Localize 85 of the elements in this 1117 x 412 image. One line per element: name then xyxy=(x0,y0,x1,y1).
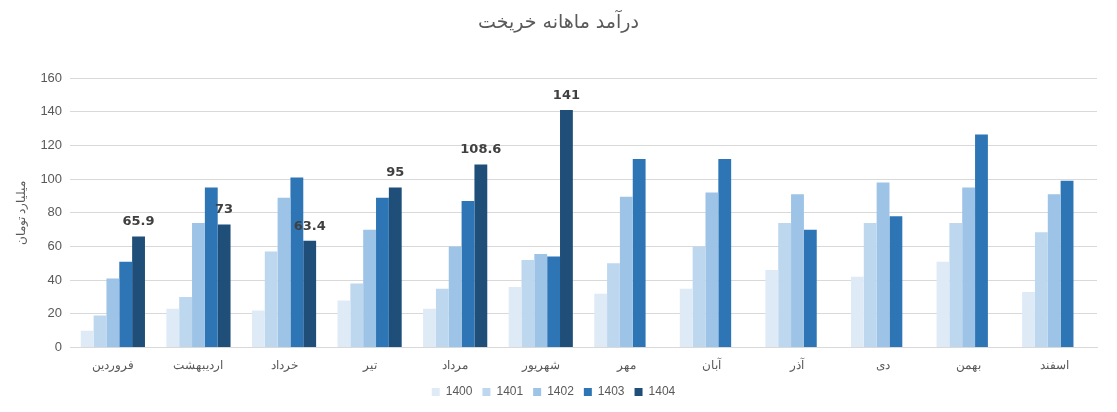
data-label: 108.6 xyxy=(460,141,502,157)
bar xyxy=(1047,194,1061,348)
bar xyxy=(876,182,890,348)
x-tick-label: خرداد xyxy=(270,358,298,373)
bar xyxy=(448,246,462,348)
x-tick-label: اردیبهشت xyxy=(173,358,224,373)
bar xyxy=(388,187,402,348)
chart-title: درآمد ماهانه خریخت xyxy=(477,10,640,35)
bar xyxy=(863,222,877,348)
bar xyxy=(217,224,231,348)
data-label: 65.9 xyxy=(122,213,155,229)
bar xyxy=(560,110,573,348)
bar xyxy=(166,308,180,348)
bar xyxy=(632,158,646,348)
bar xyxy=(692,246,706,348)
bar xyxy=(461,201,475,348)
y-tick-label: 100 xyxy=(40,170,63,186)
bar xyxy=(1022,292,1035,348)
bar xyxy=(718,158,732,348)
data-label: 141 xyxy=(552,86,580,102)
bar xyxy=(363,229,377,348)
bar xyxy=(179,297,193,348)
bar xyxy=(679,288,693,348)
bar xyxy=(534,254,548,348)
bar xyxy=(705,192,719,348)
bar xyxy=(119,261,133,348)
bar xyxy=(850,276,864,348)
bar xyxy=(474,164,488,348)
y-tick-label: 120 xyxy=(40,136,63,152)
bar xyxy=(547,256,561,348)
bar xyxy=(508,286,522,348)
x-tick-label: مرداد xyxy=(442,358,469,373)
bar xyxy=(435,288,449,348)
bar xyxy=(376,197,389,348)
x-tick-label: اسفند xyxy=(1039,358,1069,373)
x-tick-label: آذر xyxy=(789,357,806,373)
y-tick-label: 140 xyxy=(40,103,63,119)
bar xyxy=(889,216,903,348)
bar xyxy=(521,259,535,348)
data-label: 95 xyxy=(386,164,405,180)
bar xyxy=(962,187,976,348)
x-tick-label: تیر xyxy=(361,358,377,373)
bar xyxy=(594,293,608,348)
y-tick-label: 60 xyxy=(47,238,63,254)
bar xyxy=(106,278,120,348)
bar xyxy=(264,251,278,348)
bar xyxy=(778,222,792,348)
legend-label: 1404 xyxy=(648,384,676,399)
bar xyxy=(132,236,145,348)
x-tick-label: مهر xyxy=(615,358,636,373)
bar xyxy=(791,194,804,348)
bar xyxy=(192,222,205,348)
bar xyxy=(1060,180,1074,348)
bar xyxy=(619,196,633,348)
bar xyxy=(949,222,963,348)
x-tick-label: دی xyxy=(876,358,891,373)
y-tick-label: 80 xyxy=(47,204,63,220)
bar xyxy=(607,263,620,348)
x-tick-label: شهریور xyxy=(520,358,560,373)
y-tick-label: 20 xyxy=(47,305,63,321)
bar xyxy=(936,261,950,348)
legend-label: 1403 xyxy=(597,384,625,399)
y-tick-label: 40 xyxy=(47,271,63,287)
bar xyxy=(204,187,218,348)
bar xyxy=(803,229,817,348)
legend-label: 1401 xyxy=(496,384,524,399)
bar xyxy=(93,315,107,348)
bar xyxy=(423,308,436,348)
bar xyxy=(337,300,351,348)
x-tick-label: بهمن xyxy=(956,358,982,373)
bar xyxy=(277,197,291,348)
y-tick-label: 0 xyxy=(54,339,63,355)
legend-label: 1400 xyxy=(445,384,473,399)
bar xyxy=(350,283,364,348)
legend-label: 1402 xyxy=(547,384,575,399)
x-tick-label: آبان xyxy=(702,357,723,373)
bar xyxy=(80,330,94,348)
y-axis-title: میلیارد تومان xyxy=(13,180,28,245)
bar xyxy=(765,270,779,348)
bar xyxy=(1034,232,1048,348)
bar xyxy=(975,134,988,348)
x-tick-label: فروردین xyxy=(91,358,134,373)
y-tick-label: 160 xyxy=(40,69,63,85)
bar xyxy=(251,310,265,348)
bar xyxy=(303,240,317,348)
